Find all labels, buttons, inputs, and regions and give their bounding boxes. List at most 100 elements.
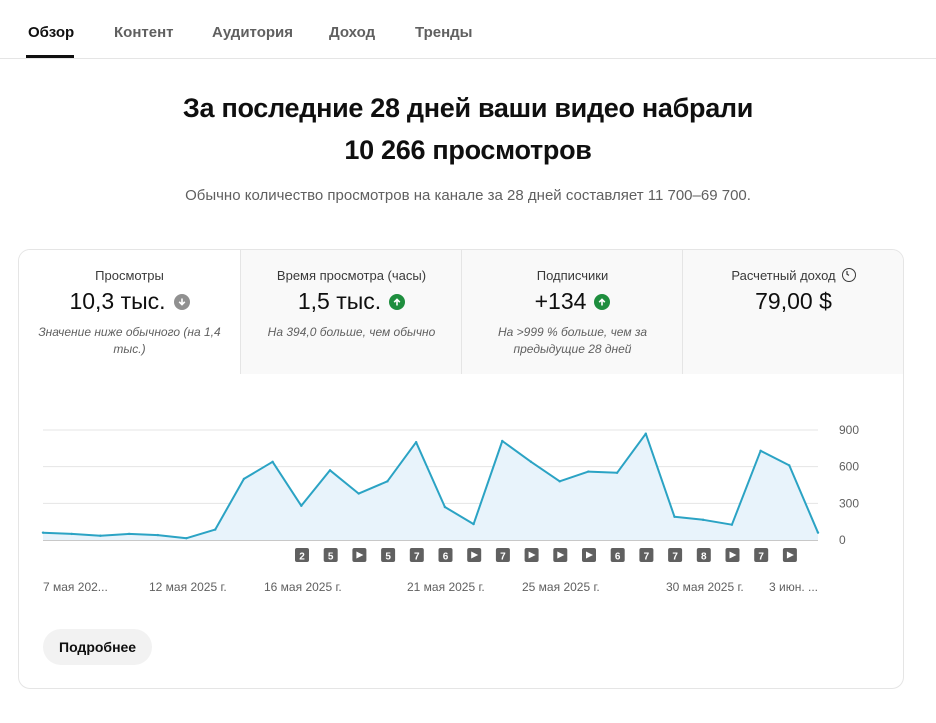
upload-count: 8 — [701, 552, 707, 563]
data-point — [70, 532, 73, 536]
play-icon — [557, 551, 565, 559]
upload-marker — [696, 548, 711, 562]
data-point — [443, 505, 447, 509]
x-tick-label: 3 июн. ... — [769, 580, 818, 594]
upload-count: 5 — [328, 552, 334, 563]
upload-count: 7 — [672, 552, 678, 563]
data-point — [587, 470, 590, 473]
upload-marker — [323, 548, 338, 562]
data-point — [759, 449, 762, 452]
data-point — [558, 480, 561, 483]
data-point — [730, 523, 734, 526]
data-point — [271, 460, 274, 463]
series-line — [42, 432, 819, 540]
play-icon — [471, 551, 479, 559]
clock-icon — [841, 268, 856, 282]
series-area — [43, 433, 818, 540]
metric-value: 10,3 тыс. — [69, 288, 166, 314]
x-tick-label: 25 мая 2025 г. — [522, 580, 600, 594]
data-point — [701, 518, 705, 522]
data-point — [156, 533, 160, 537]
analytics-tabs: Обзор Контент Аудитория Доход Тренды — [0, 0, 936, 59]
x-tick-label: 21 мая 2025 г. — [407, 580, 485, 594]
x-tick-label: 7 мая 202... — [43, 580, 108, 594]
play-icon — [528, 551, 536, 559]
upload-marker — [668, 548, 683, 562]
metric-subscribers[interactable]: Подписчики +134 На >999 % больше, чем за… — [461, 250, 683, 374]
data-point — [673, 515, 676, 518]
arrow-up-icon — [594, 293, 611, 310]
data-point — [615, 471, 619, 474]
x-tick-label: 12 мая 2025 г. — [149, 580, 227, 594]
upload-count: 6 — [615, 552, 621, 563]
metric-note: Значение ниже обычного (на 1,4 тыс.) — [38, 325, 221, 356]
upload-marker — [295, 548, 309, 562]
upload-marker — [495, 548, 510, 562]
metric-note: На 394,0 больше, чем обычно — [267, 325, 436, 339]
data-point — [386, 480, 389, 483]
metric-title: Время просмотра (часы) — [276, 268, 427, 283]
upload-marker — [639, 548, 654, 562]
play-icon — [586, 551, 593, 559]
upload-count: 6 — [443, 552, 449, 563]
metric-title: Расчетный доход — [731, 268, 836, 283]
data-point — [788, 464, 791, 467]
metric-revenue[interactable]: Расчетный доход 79,00 $ — [682, 250, 903, 374]
x-tick-label: 30 мая 2025 г. — [666, 580, 744, 594]
see-more-button[interactable]: Подробнее — [43, 629, 153, 665]
data-point — [644, 432, 647, 435]
metric-note: На >999 % больше, чем за предыдущие 28 д… — [497, 325, 647, 356]
tab-content[interactable]: Контент — [114, 24, 174, 41]
metric-value: 79,00 $ — [755, 288, 832, 314]
metrics-card: Просмотры 10,3 тыс. Значение ниже обычно… — [18, 249, 904, 689]
metric-title: Просмотры — [95, 268, 164, 283]
upload-marker — [610, 548, 625, 562]
tab-overview[interactable]: Обзор — [28, 24, 75, 41]
y-tick-label: 900 — [839, 423, 859, 437]
data-point — [127, 532, 131, 536]
y-tick-label: 600 — [839, 460, 859, 474]
data-point — [816, 531, 820, 534]
upload-count: 7 — [500, 552, 506, 563]
upload-marker — [754, 548, 769, 562]
data-point — [501, 439, 504, 443]
arrow-up-icon — [389, 293, 406, 310]
metric-views[interactable]: Просмотры 10,3 тыс. Значение ниже обычно… — [19, 250, 240, 374]
tab-audience[interactable]: Аудитория — [212, 24, 293, 41]
typical-range-text: Обычно количество просмотров на канале з… — [185, 187, 751, 204]
data-point — [300, 504, 303, 507]
metric-title: Подписчики — [536, 268, 609, 283]
arrow-down-icon — [173, 293, 190, 310]
data-point — [472, 522, 475, 526]
data-point — [242, 477, 246, 481]
data-point — [414, 441, 418, 444]
tab-revenue[interactable]: Доход — [329, 24, 376, 41]
data-point — [357, 492, 360, 495]
upload-count: 7 — [644, 552, 650, 563]
data-point — [529, 460, 533, 463]
upload-count: 7 — [414, 552, 420, 563]
upload-count: 2 — [299, 552, 305, 563]
y-tick-label: 300 — [839, 496, 859, 510]
upload-marker — [438, 548, 453, 562]
upload-marker — [381, 548, 396, 562]
tab-trends[interactable]: Тренды — [415, 24, 473, 41]
data-point — [99, 534, 102, 537]
play-icon — [786, 551, 794, 559]
data-point — [41, 531, 45, 534]
data-point — [328, 469, 332, 472]
metric-value: +134 — [534, 288, 587, 314]
data-point — [185, 536, 188, 540]
metric-value: 1,5 тыс. — [297, 288, 382, 314]
data-point — [214, 528, 217, 531]
play-icon — [729, 551, 737, 559]
metric-watch-time[interactable]: Время просмотра (часы) 1,5 тыс. На 394,0… — [240, 250, 462, 374]
summary-headline: За последние 28 дней ваши видео набрали — [182, 93, 754, 123]
active-tab-indicator — [26, 55, 74, 58]
x-tick-label: 16 мая 2025 г. — [264, 580, 342, 594]
upload-marker — [409, 548, 424, 562]
upload-count: 5 — [385, 552, 391, 563]
views-area-chart: 0 300 600 900 2 5 5 7 6 7 6 7 7 8 7 7 мая 202... 12 мая … — [41, 423, 859, 594]
play-icon — [356, 551, 364, 559]
summary-views-total: 10 266 просмотров — [344, 135, 592, 165]
